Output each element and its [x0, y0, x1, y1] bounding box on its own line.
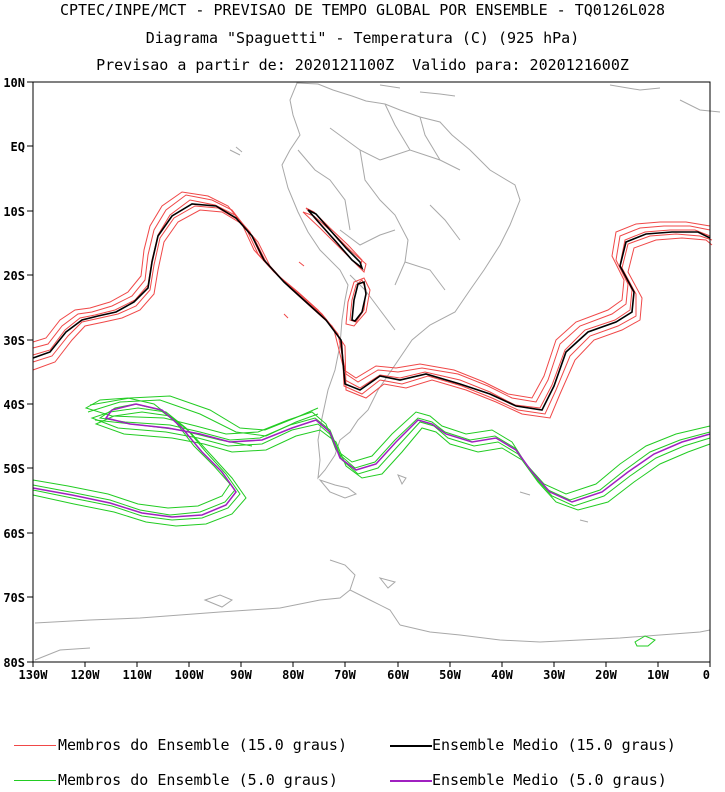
lon-label: 0: [703, 668, 710, 682]
lat-label: 30S: [3, 334, 25, 348]
lon-label: 80W: [282, 668, 304, 682]
legend-label-member-5: Membros do Ensemble (5.0 graus): [58, 771, 338, 789]
lon-label: 90W: [230, 668, 252, 682]
lon-label: 20W: [595, 668, 617, 682]
legend-label-mean-5: Ensemble Medio (5.0 graus): [432, 771, 667, 789]
map-frame: [32, 81, 711, 663]
lon-label: 100W: [175, 668, 205, 682]
mean-15deg: [32, 203, 711, 411]
lon-label: 60W: [387, 668, 409, 682]
lon-label: 40W: [491, 668, 513, 682]
lat-label: 40S: [3, 398, 25, 412]
members-5deg: [32, 395, 711, 647]
lat-label: 10S: [3, 205, 25, 219]
legend-swatch-member-15: [14, 745, 56, 746]
latitude-axis: 10N EQ 10S 20S 30S 40S 50S 60S 70S 80S: [3, 76, 33, 670]
lon-label: 120W: [71, 668, 101, 682]
legend-label-mean-15: Ensemble Medio (15.0 graus): [432, 736, 676, 754]
legend-swatch-mean-5: [390, 780, 432, 782]
lon-label: 70W: [334, 668, 356, 682]
longitude-axis: 130W 120W 110W 100W 90W 80W 70W 60W 50W …: [19, 662, 711, 682]
chart-subtitle: Diagrama "Spaguetti" - Temperatura (C) (…: [145, 29, 580, 47]
lon-label: 10W: [647, 668, 669, 682]
lat-label: 80S: [3, 656, 25, 670]
lon-label: 50W: [439, 668, 461, 682]
legend-label-member-15: Membros do Ensemble (15.0 graus): [58, 736, 347, 754]
legend-swatch-member-5: [14, 780, 56, 781]
lat-label: 50S: [3, 462, 25, 476]
lon-label: 110W: [123, 668, 153, 682]
legend-swatch-mean-15: [390, 745, 432, 747]
coastlines: [34, 82, 721, 661]
lon-label: 30W: [543, 668, 565, 682]
members-15deg: [32, 191, 713, 419]
lat-label: EQ: [11, 140, 25, 154]
chart-title: CPTEC/INPE/MCT - PREVISAO DE TEMPO GLOBA…: [59, 1, 666, 19]
lat-label: 20S: [3, 269, 25, 283]
mean-5deg: [32, 403, 711, 518]
lat-label: 60S: [3, 527, 25, 541]
forecast-validity: Previsao a partir de: 2020121100Z Valido…: [96, 56, 629, 74]
lat-label: 70S: [3, 591, 25, 605]
lat-label: 10N: [3, 76, 25, 90]
lon-label: 130W: [19, 668, 49, 682]
